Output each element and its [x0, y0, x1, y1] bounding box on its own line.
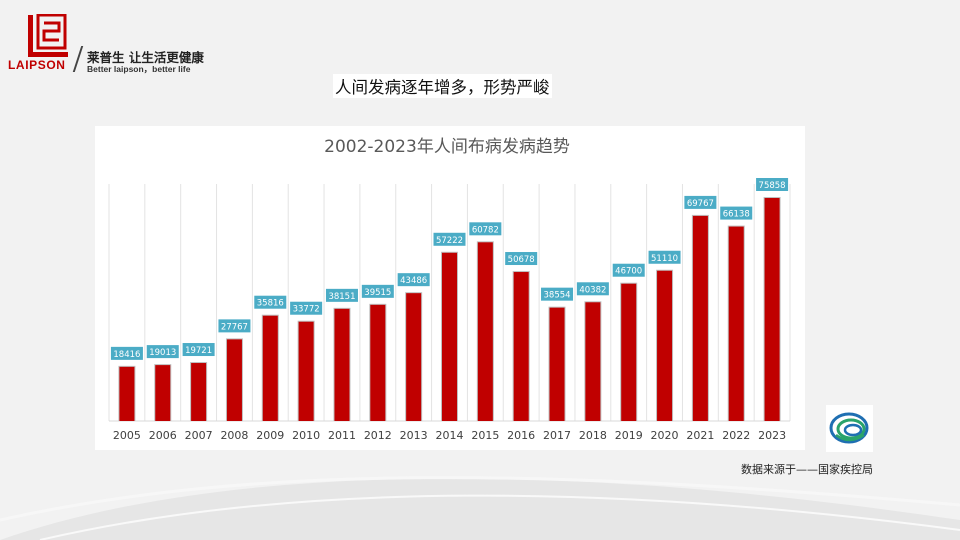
x-tick-label-2012: 2012: [364, 429, 392, 442]
x-tick-label-2022: 2022: [722, 429, 750, 442]
x-tick-label-2019: 2019: [615, 429, 643, 442]
bar-2006: [155, 365, 171, 421]
chart-panel: 2002-2023年人间布病发病趋势 18416 19013 19721 27767 3…: [95, 126, 805, 450]
bar-2005: [119, 366, 135, 421]
bar-2016: [513, 272, 529, 421]
bar-2015: [477, 242, 493, 421]
data-label-box: [254, 295, 287, 309]
bar-2019: [621, 283, 637, 421]
data-label-box: [469, 222, 502, 236]
bar-2011: [334, 308, 350, 421]
bar-2010: [298, 321, 314, 421]
data-label-2017: 38554: [544, 291, 571, 301]
data-label-2019: 46700: [615, 267, 642, 277]
brand-logo-wordmark: LAIPSON: [8, 58, 66, 72]
data-label-box: [218, 319, 251, 333]
x-tick-label-2021: 2021: [686, 429, 714, 442]
data-label-box: [325, 288, 358, 302]
data-label-2023: 75858: [759, 181, 786, 191]
data-label-2005: 18416: [113, 350, 140, 360]
x-tick-label-2016: 2016: [507, 429, 535, 442]
data-label-box: [720, 206, 753, 220]
data-label-2012: 39515: [364, 288, 391, 298]
bar-2017: [549, 307, 565, 421]
data-label-2018: 40382: [579, 285, 606, 295]
data-label-2014: 57222: [436, 236, 463, 246]
data-label-2020: 51110: [651, 254, 678, 264]
bar-2021: [692, 215, 708, 421]
x-tick-label-2020: 2020: [651, 429, 679, 442]
data-label-2015: 60782: [472, 225, 499, 235]
bar-chart: 2002-2023年人间布病发病趋势 18416 19013 19721 27767 3…: [108, 137, 791, 442]
data-label-box: [110, 346, 143, 360]
slide-title: 人间发病逐年增多，形势严峻: [333, 74, 552, 98]
x-tick-label-2017: 2017: [543, 429, 571, 442]
x-tick-label-2013: 2013: [400, 429, 428, 442]
x-tick-label-2010: 2010: [292, 429, 320, 442]
x-tick-label-2023: 2023: [758, 429, 786, 442]
data-label-2011: 38151: [328, 292, 355, 302]
bar-2013: [406, 293, 422, 421]
x-tick-label-2007: 2007: [185, 429, 213, 442]
brand-name: 莱普生 让生活更健康: [87, 50, 204, 65]
data-label-box: [756, 178, 789, 191]
bar-2022: [728, 226, 744, 421]
x-tick-label-2014: 2014: [436, 429, 464, 442]
data-label-box: [146, 345, 179, 359]
x-tick-label-2011: 2011: [328, 429, 356, 442]
bar-2018: [585, 302, 601, 421]
data-label-box: [290, 301, 323, 315]
x-tick-label-2006: 2006: [149, 429, 177, 442]
x-tick-label-2015: 2015: [471, 429, 499, 442]
data-label-box: [648, 250, 681, 264]
data-label-box: [612, 263, 645, 277]
data-label-box: [541, 287, 574, 301]
data-label-2016: 50678: [508, 255, 535, 265]
data-label-2022: 66138: [723, 210, 750, 220]
data-label-2021: 69767: [687, 199, 714, 209]
bar-2009: [262, 315, 278, 421]
bar-2023: [764, 198, 780, 421]
laipson-logo-icon: [28, 14, 68, 57]
data-label-2013: 43486: [400, 276, 427, 286]
x-tick-label-2008: 2008: [220, 429, 248, 442]
data-label-box: [397, 273, 430, 287]
data-source-note: 数据来源于——国家疾控局: [741, 463, 873, 476]
brand-slogan: Better laipson，better life: [87, 64, 191, 74]
data-label-box: [182, 343, 215, 357]
bar-2008: [226, 339, 242, 421]
data-label-2006: 19013: [149, 348, 176, 358]
data-label-box: [684, 195, 717, 209]
bar-2020: [657, 270, 673, 421]
chart-title: 2002-2023年人间布病发病趋势: [324, 137, 570, 157]
x-tick-label-2009: 2009: [256, 429, 284, 442]
bar-2007: [191, 363, 207, 421]
data-label-box: [433, 232, 466, 246]
bar-2012: [370, 304, 386, 421]
disease-control-logo-icon: [826, 405, 873, 452]
data-label-2010: 33772: [293, 305, 320, 315]
data-label-2008: 27767: [221, 322, 248, 332]
data-label-2007: 19721: [185, 346, 212, 356]
data-label-2009: 35816: [257, 299, 284, 309]
data-label-box: [505, 252, 538, 266]
data-label-box: [361, 284, 394, 298]
data-label-box: [576, 282, 609, 296]
x-tick-label-2018: 2018: [579, 429, 607, 442]
x-tick-label-2005: 2005: [113, 429, 141, 442]
bar-2014: [442, 252, 457, 421]
